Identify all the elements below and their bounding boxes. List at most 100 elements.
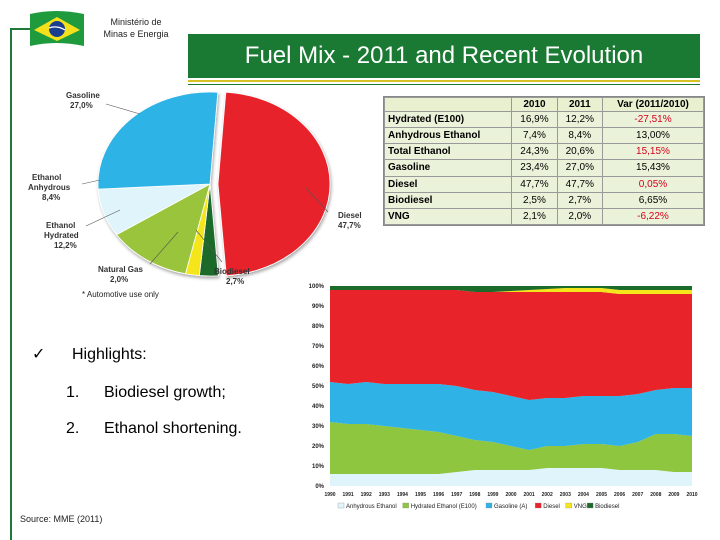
label-biodiesel-value: 2,7% (226, 277, 244, 286)
row-label: Hydrated (E100) (383, 110, 513, 129)
legend-label: Diesel (543, 504, 560, 510)
cell-2011: 47,7% (556, 175, 603, 193)
highlight-number: 2. (66, 420, 80, 437)
title-underline-thin (188, 84, 700, 85)
x-tick-label: 2000 (505, 492, 516, 498)
table-row: VNG 2,1% 2,0% -6,22% (383, 207, 705, 226)
highlight-item: 1. Biodiesel growth; (66, 384, 226, 402)
cell-2010: 2,1% (511, 207, 558, 226)
row-label: Diesel (383, 175, 513, 193)
legend-label: Biodiesel (595, 504, 619, 510)
ministry-line2: Minas e Energia (103, 29, 169, 39)
area-series-hydrated-ethanol-e100- (330, 422, 692, 474)
x-tick-label: 2004 (578, 492, 589, 498)
cell-var: 6,65% (601, 191, 705, 209)
y-tick-label: 10% (312, 464, 325, 470)
cell-2011: 2,0% (556, 207, 603, 226)
cell-2011: 8,4% (556, 127, 603, 145)
legend-swatch (565, 502, 572, 509)
x-tick-label: 1995 (415, 492, 426, 498)
x-tick-label: 2005 (596, 492, 607, 498)
cell-2010: 23,4% (511, 159, 558, 177)
legend-label: Anhydrous Ethanol (346, 504, 397, 510)
y-tick-label: 60% (312, 364, 325, 370)
table-header-2011: 2011 (556, 97, 603, 112)
table-row: Total Ethanol 24,3% 20,6% 15,15% (383, 143, 705, 161)
highlight-text: Biodiesel growth; (104, 384, 226, 401)
x-tick-label: 1990 (324, 492, 335, 498)
x-tick-label: 1994 (397, 492, 408, 498)
x-tick-label: 1993 (379, 492, 390, 498)
pie-slice-ethanol-hydrated (115, 183, 211, 275)
label-natgas-name: Natural Gas (98, 265, 143, 274)
page-title: Fuel Mix - 2011 and Recent Evolution (188, 34, 700, 78)
fuel-mix-table: 2010 2011 Var (2011/2010) Hydrated (E100… (383, 96, 705, 226)
highlight-number: 1. (66, 384, 80, 401)
table-row: Gasoline 23,4% 27,0% 15,43% (383, 159, 705, 177)
label-ethanol-hyd-value: 12,2% (54, 241, 77, 250)
frame-top-line (10, 28, 30, 30)
y-tick-label: 50% (312, 384, 325, 390)
area-series-biodiesel (330, 286, 692, 292)
ministry-name: Ministério de Minas e Energia (96, 16, 176, 40)
table-header-var: Var (2011/2010) (601, 97, 705, 112)
cell-2011: 12,2% (556, 110, 603, 129)
label-gasoline-name: Gasoline (66, 91, 100, 100)
cell-2010: 16,9% (511, 110, 558, 129)
highlight-item: 2. Ethanol shortening. (66, 420, 242, 438)
table-row: Hydrated (E100) 16,9% 12,2% -27,51% (383, 110, 705, 129)
area-series-anhydrous-ethanol (330, 468, 692, 486)
pie-slice-diesel (217, 91, 331, 277)
x-tick-label: 2001 (524, 492, 535, 498)
pie-footnote: * Automotive use only (82, 290, 159, 299)
x-tick-label: 2006 (614, 492, 625, 498)
label-biodiesel-name: Biodiesel (214, 267, 250, 276)
x-tick-label: 2009 (668, 492, 679, 498)
x-tick-label: 2007 (632, 492, 643, 498)
label-diesel-name: Diesel (338, 211, 362, 220)
label-natgas-value: 2,0% (110, 275, 128, 284)
brazil-flag-icon (30, 11, 84, 46)
cell-var: -27,51% (601, 110, 705, 129)
row-label: Anhydrous Ethanol (383, 127, 513, 145)
x-tick-label: 1997 (451, 492, 462, 498)
label-gasoline-value: 27,0% (70, 101, 93, 110)
cell-2011: 2,7% (556, 191, 603, 209)
x-tick-label: 2010 (686, 492, 697, 498)
legend-swatch (535, 502, 542, 509)
ministry-line1: Ministério de (110, 17, 162, 27)
table-row: Diesel 47,7% 47,7% 0,05% (383, 175, 705, 193)
legend-label: VNG (574, 504, 587, 510)
legend-label: Gasoline (A) (494, 504, 527, 510)
fuel-evolution-area-chart: 0% 10% 20% 30% 40% 50% 60% 70% 80% 90% 100% 1990 199… (309, 284, 698, 510)
row-label: VNG (383, 207, 513, 226)
table-header-blank (383, 97, 513, 112)
legend-label: Hydrated Ethanol (E100) (411, 504, 477, 510)
label-ethanol-hyd-1: Ethanol (46, 221, 75, 230)
cell-var: 0,05% (601, 175, 705, 193)
x-tick-label: 2002 (542, 492, 553, 498)
cell-var: 13,00% (601, 127, 705, 145)
table-header-row: 2010 2011 Var (2011/2010) (383, 97, 705, 112)
x-tick-label: 1992 (361, 492, 372, 498)
x-tick-label: 1991 (343, 492, 354, 498)
x-tick-label: 1996 (433, 492, 444, 498)
label-ethanol-hyd-2: Hydrated (44, 231, 79, 240)
legend-swatch (402, 502, 409, 509)
x-tick-label: 1998 (469, 492, 480, 498)
cell-2011: 20,6% (556, 143, 603, 161)
label-diesel-value: 47,7% (338, 221, 361, 230)
y-tick-label: 20% (312, 444, 325, 450)
source-note: Source: MME (2011) (20, 514, 103, 524)
x-tick-label: 2003 (560, 492, 571, 498)
cell-2010: 7,4% (511, 127, 558, 145)
highlight-text: Ethanol shortening. (104, 420, 242, 437)
y-tick-label: 0% (315, 484, 324, 490)
label-ethanol-anh-2: Anhydrous (28, 183, 71, 192)
table-row: Biodiesel 2,5% 2,7% 6,65% (383, 191, 705, 209)
row-label: Total Ethanol (383, 143, 513, 161)
area-series-gasoline-a- (330, 382, 692, 450)
row-label: Gasoline (383, 159, 513, 177)
y-tick-label: 90% (312, 304, 325, 310)
cell-2010: 47,7% (511, 175, 558, 193)
